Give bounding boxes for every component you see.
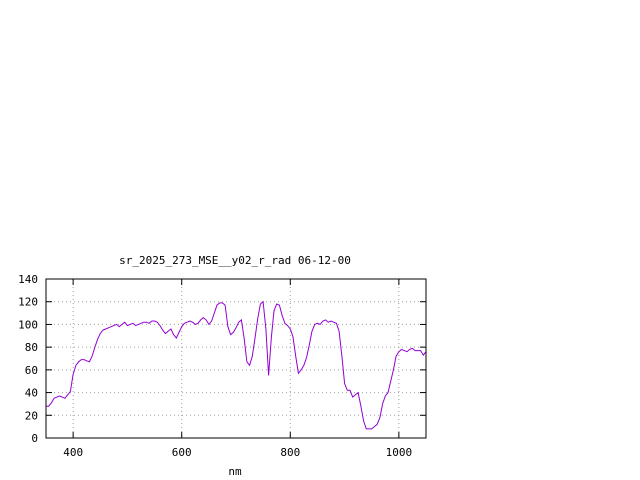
x-tick-label: 600 xyxy=(172,446,192,459)
y-tick-label: 0 xyxy=(31,432,38,445)
x-tick-label: 800 xyxy=(280,446,300,459)
plot-frame xyxy=(45,278,427,439)
series-line xyxy=(46,300,427,430)
y-tick-label: 60 xyxy=(25,364,38,377)
y-tick-label: 100 xyxy=(18,318,38,331)
grid-layer xyxy=(46,279,426,438)
x-axis-label: nm xyxy=(228,465,242,478)
chart-title: sr_2025_273_MSE__y02_r_rad 06-12-00 xyxy=(119,254,351,267)
y-tick-label: 80 xyxy=(25,341,38,354)
y-tick-label: 120 xyxy=(18,296,38,309)
y-tick-label: 40 xyxy=(25,387,38,400)
x-tick-label: 1000 xyxy=(386,446,413,459)
series-layer xyxy=(46,300,427,430)
x-tick-labels: 400 600 800 1000 xyxy=(63,446,412,459)
y-tick-label: 20 xyxy=(25,409,38,422)
y-tick-label: 140 xyxy=(18,273,38,286)
x-tick-label: 400 xyxy=(63,446,83,459)
tick-layer xyxy=(46,278,426,439)
y-tick-labels: 0 20 40 60 80 100 120 140 xyxy=(18,273,38,445)
